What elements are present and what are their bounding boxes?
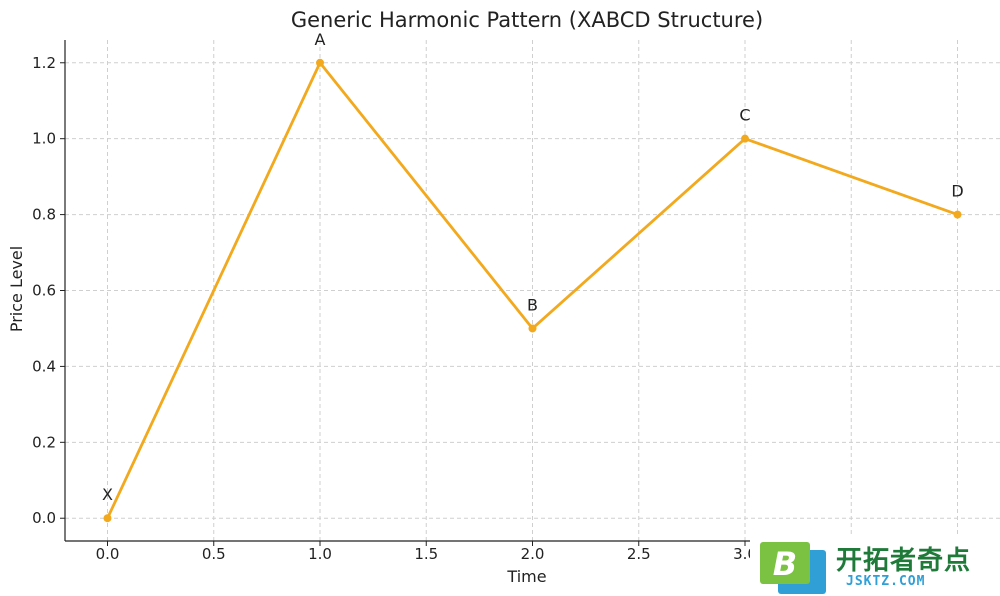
chart-title: Generic Harmonic Pattern (XABCD Structur… — [291, 8, 763, 32]
point-label: A — [315, 30, 326, 49]
x-tick-label: 2.0 — [521, 545, 545, 563]
axes — [60, 40, 1000, 546]
data-point — [316, 58, 324, 67]
x-tick-label: 2.5 — [627, 545, 651, 563]
data-point — [741, 134, 749, 143]
y-tick-label: 1.0 — [32, 130, 56, 148]
watermark-logo: B 开拓者奇点 JSKTZ.COM — [750, 536, 1000, 596]
y-tick-label: 0.8 — [32, 206, 56, 224]
point-label: D — [951, 182, 963, 201]
y-tick-label: 0.2 — [32, 433, 56, 451]
x-tick-label: 0.5 — [202, 545, 226, 563]
tick-labels: 0.0 0.5 1.0 1.5 2.0 2.5 3.00.00.20.40.60.81.01… — [32, 54, 757, 563]
logo-subtext: JSKTZ.COM — [846, 574, 926, 589]
point-label: X — [102, 485, 113, 504]
x-tick-label: 0.0 — [96, 545, 120, 563]
y-tick-label: 0.0 — [32, 509, 56, 527]
x-axis-title: Time — [506, 567, 546, 586]
point-labels: X A B C D — [102, 30, 964, 504]
data-point — [953, 210, 962, 219]
y-axis-title: Price Level — [7, 246, 26, 332]
logo-text: 开拓者奇点 — [836, 546, 972, 576]
logo-badge-icon: B — [760, 542, 826, 594]
y-tick-label: 0.4 — [32, 357, 56, 375]
logo-badge-letter: B — [773, 545, 797, 583]
point-label: B — [527, 295, 538, 314]
x-tick-label: 1.5 — [414, 545, 438, 563]
series — [103, 58, 962, 523]
y-tick-label: 0.6 — [32, 282, 56, 300]
point-label: C — [739, 106, 750, 125]
data-point — [103, 514, 112, 523]
grid — [65, 40, 1000, 541]
y-tick-label: 1.2 — [32, 54, 56, 72]
x-tick-label: 1.0 — [308, 545, 332, 563]
data-point — [528, 324, 537, 333]
